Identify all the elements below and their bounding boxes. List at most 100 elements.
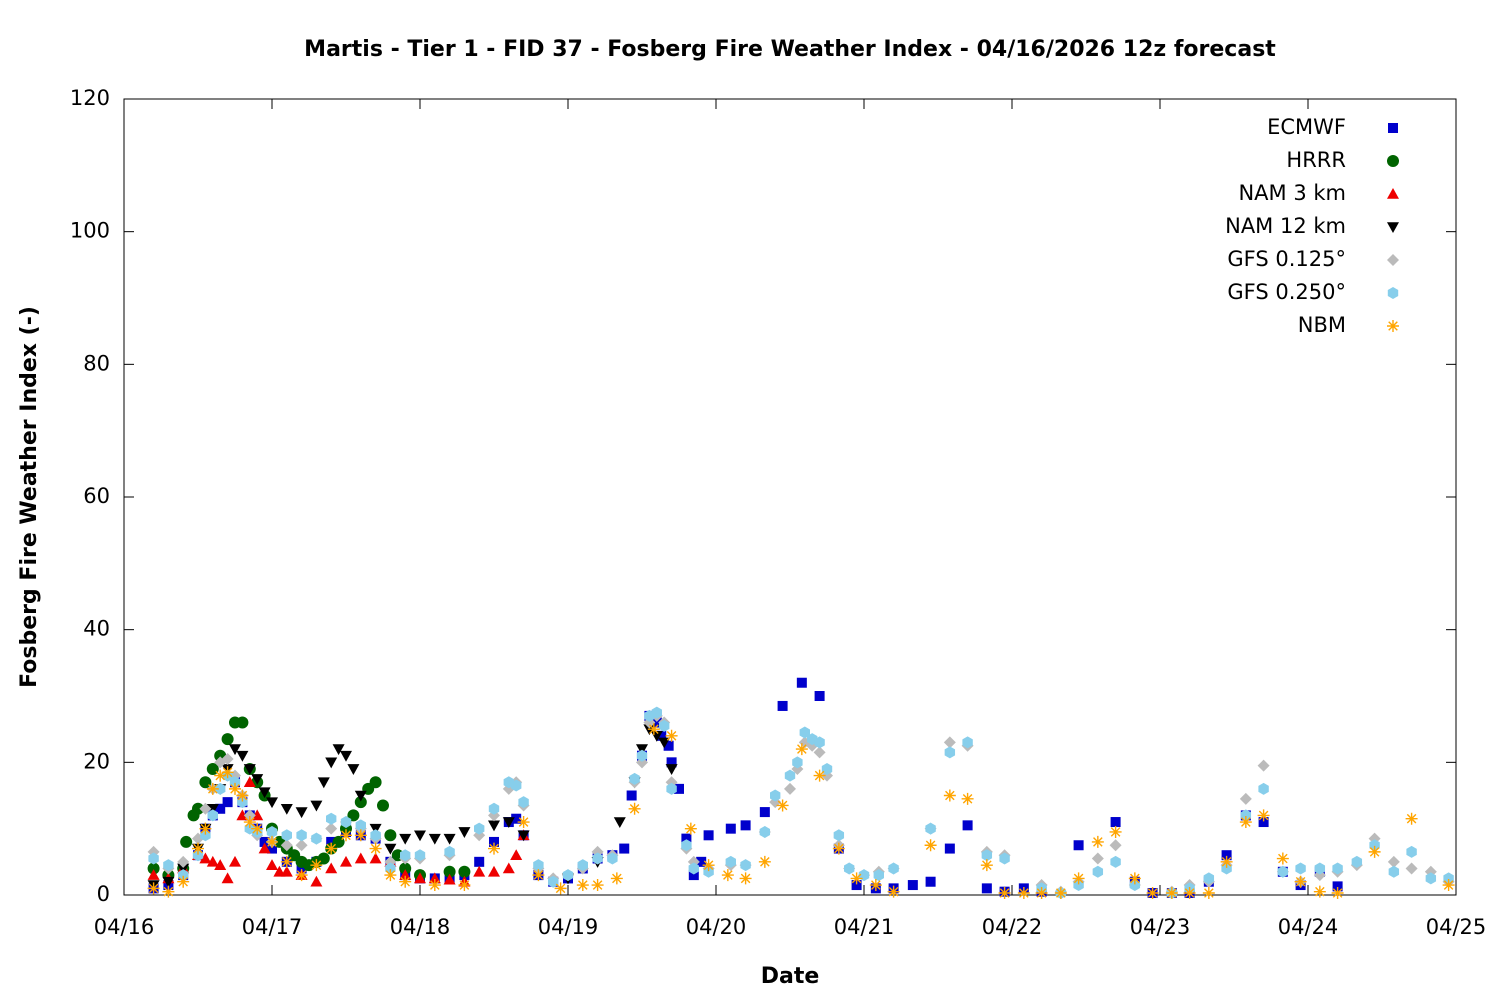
data-point — [980, 859, 993, 872]
data-point — [221, 733, 234, 746]
y-tick-label: 60 — [83, 484, 110, 508]
data-point — [340, 855, 352, 867]
data-point — [267, 843, 277, 854]
data-point — [370, 829, 381, 842]
legend-label: GFS 0.125° — [1227, 247, 1346, 271]
data-point — [266, 825, 278, 838]
data-point — [399, 833, 412, 845]
data-point — [665, 729, 678, 742]
data-point — [1239, 816, 1252, 829]
data-point — [647, 723, 660, 736]
data-point — [458, 865, 471, 878]
data-point — [1276, 852, 1289, 865]
data-point — [206, 803, 219, 815]
data-point — [399, 875, 412, 888]
data-point — [488, 820, 500, 832]
data-point — [243, 776, 256, 788]
data-point — [199, 852, 212, 864]
data-point — [1073, 840, 1084, 851]
legend-label: NBM — [1298, 313, 1346, 337]
data-point — [943, 789, 956, 802]
data-point — [813, 769, 826, 782]
data-point — [1351, 855, 1363, 868]
data-point — [384, 843, 397, 855]
data-point — [1017, 887, 1030, 900]
data-point — [1109, 825, 1122, 838]
data-point — [681, 839, 692, 852]
data-point — [1073, 879, 1084, 892]
data-point — [1221, 862, 1232, 875]
data-point — [943, 736, 956, 749]
data-point — [688, 870, 699, 881]
data-point — [1405, 862, 1418, 875]
data-point — [850, 872, 863, 885]
data-point — [369, 823, 382, 835]
data-point — [340, 816, 352, 829]
data-point — [925, 876, 936, 887]
data-point — [1314, 862, 1326, 875]
data-point — [243, 764, 256, 775]
data-point — [214, 859, 227, 870]
data-point — [251, 809, 264, 821]
legend-marker — [1387, 320, 1399, 332]
data-point — [236, 750, 249, 762]
data-point — [659, 719, 670, 732]
data-point — [1240, 809, 1252, 822]
data-point — [999, 852, 1010, 865]
data-point — [925, 822, 936, 835]
data-point — [784, 769, 796, 782]
data-point — [266, 797, 278, 809]
data-point — [162, 876, 175, 888]
data-point — [591, 879, 604, 892]
data-point — [148, 852, 159, 865]
data-point — [628, 802, 641, 815]
data-point — [833, 829, 845, 842]
data-point — [813, 746, 826, 759]
data-point — [221, 872, 234, 884]
data-point — [295, 839, 308, 852]
data-point — [443, 833, 456, 845]
data-point — [221, 753, 234, 766]
data-point — [177, 855, 190, 868]
data-point — [1295, 862, 1306, 875]
data-point — [1110, 817, 1121, 828]
data-point — [740, 820, 751, 831]
data-point — [458, 879, 471, 892]
legend-marker — [1387, 254, 1399, 266]
data-point — [488, 865, 500, 877]
data-point — [548, 875, 559, 888]
data-point — [489, 836, 499, 847]
data-point — [266, 859, 278, 870]
y-tick-label: 0 — [97, 882, 110, 906]
data-point — [869, 879, 882, 892]
data-point — [1092, 865, 1104, 878]
data-point — [510, 849, 523, 860]
data-point — [554, 882, 567, 895]
data-point — [236, 716, 249, 729]
data-point — [207, 809, 218, 822]
data-point — [562, 869, 574, 882]
x-tick-label: 04/21 — [834, 915, 895, 939]
legend-label: NAM 12 km — [1225, 214, 1346, 238]
data-point — [1387, 855, 1400, 868]
data-point — [651, 717, 662, 728]
data-point — [369, 842, 382, 855]
data-point — [814, 736, 825, 749]
data-point — [1091, 852, 1104, 865]
data-point — [206, 855, 219, 867]
data-point — [325, 822, 338, 835]
data-point — [844, 862, 855, 875]
data-point — [414, 830, 426, 842]
data-point — [1239, 792, 1252, 805]
data-point — [1442, 879, 1455, 892]
data-point — [1183, 887, 1196, 900]
data-point — [310, 800, 323, 812]
data-point — [215, 803, 226, 814]
data-point — [206, 782, 219, 795]
data-point — [258, 842, 271, 854]
data-point — [369, 776, 382, 789]
data-point — [666, 757, 677, 768]
data-point — [998, 887, 1011, 900]
y-tick-label: 40 — [83, 617, 110, 641]
y-tick-label: 120 — [70, 86, 110, 110]
